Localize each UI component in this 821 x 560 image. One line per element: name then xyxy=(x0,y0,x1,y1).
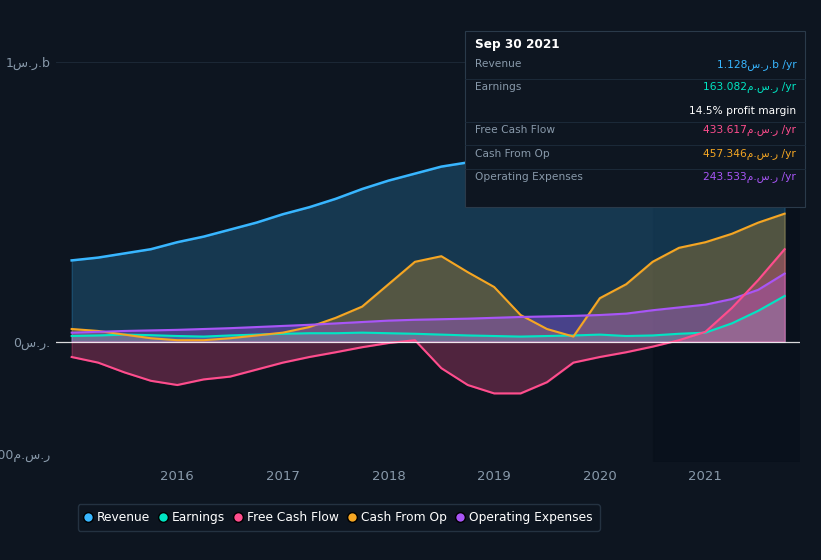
Text: Earnings: Earnings xyxy=(475,82,521,92)
Text: Sep 30 2021: Sep 30 2021 xyxy=(475,38,560,50)
Text: Revenue: Revenue xyxy=(475,59,521,69)
Text: Free Cash Flow: Free Cash Flow xyxy=(475,125,555,136)
Bar xyxy=(653,34,821,462)
Text: 457.346م.س.ر /yr: 457.346م.س.ر /yr xyxy=(704,149,796,160)
Text: 243.533م.س.ر /yr: 243.533م.س.ر /yr xyxy=(704,172,796,184)
Text: 163.082م.س.ر /yr: 163.082م.س.ر /yr xyxy=(704,82,796,94)
Text: Cash From Op: Cash From Op xyxy=(475,149,550,159)
Text: 433.617م.س.ر /yr: 433.617م.س.ر /yr xyxy=(704,125,796,137)
Text: 1.128س.ر.b /yr: 1.128س.ر.b /yr xyxy=(717,59,796,70)
Text: Operating Expenses: Operating Expenses xyxy=(475,172,583,183)
Text: 14.5% profit margin: 14.5% profit margin xyxy=(690,106,796,116)
Legend: Revenue, Earnings, Free Cash Flow, Cash From Op, Operating Expenses: Revenue, Earnings, Free Cash Flow, Cash … xyxy=(78,505,599,531)
